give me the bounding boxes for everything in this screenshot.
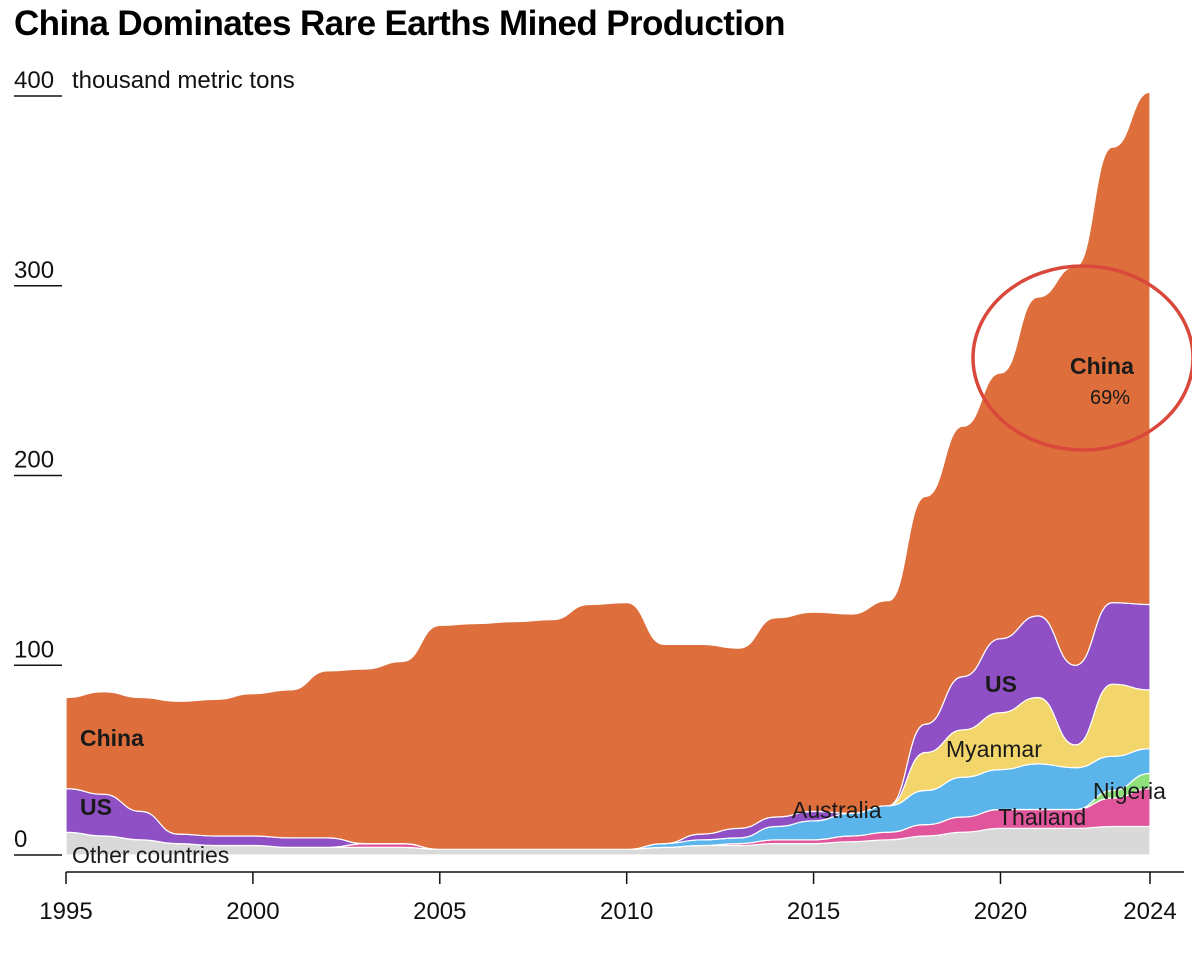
x-tick-label: 2010 <box>600 898 653 925</box>
chart-title: China Dominates Rare Earths Mined Produc… <box>14 4 786 43</box>
chart-areas <box>65 91 1151 856</box>
x-tick-label: 2005 <box>413 898 466 925</box>
label-us-left: US <box>80 794 112 820</box>
x-axis: 1995 2000 2005 2010 2015 2020 2024 <box>39 871 1184 925</box>
area-china <box>65 91 1151 850</box>
label-other-countries: Other countries <box>72 842 229 868</box>
x-tick-label: 2024 <box>1123 898 1176 925</box>
y-tick-label: 100 <box>14 636 54 663</box>
y-tick-label: 0 <box>14 826 27 853</box>
y-tick-label: 300 <box>14 257 54 284</box>
y-axis-unit-label: thousand metric tons <box>72 67 295 94</box>
y-tick-label: 200 <box>14 447 54 474</box>
highlight-circle <box>971 264 1192 452</box>
x-tick-label: 2020 <box>974 898 1027 925</box>
label-china-left: China <box>80 725 144 751</box>
y-tick-label: 400 <box>14 67 54 94</box>
x-tick-label: 2000 <box>226 898 279 925</box>
label-us-right: US <box>985 671 1017 697</box>
x-tick-label: 1995 <box>39 898 92 925</box>
x-tick-label: 2015 <box>787 898 840 925</box>
label-nigeria: Nigeria <box>1093 778 1166 804</box>
label-china-share: 69% <box>1090 387 1130 409</box>
label-thailand: Thailand <box>998 804 1086 830</box>
label-china-right: China <box>1070 353 1134 379</box>
label-myanmar: Myanmar <box>946 736 1042 762</box>
label-australia: Australia <box>792 797 882 823</box>
series-labels: China US Other countries US Myanmar Australia… <box>72 264 1192 868</box>
y-axis-ticks: 0 100 200 300 400 thousand metric tons <box>14 67 295 856</box>
